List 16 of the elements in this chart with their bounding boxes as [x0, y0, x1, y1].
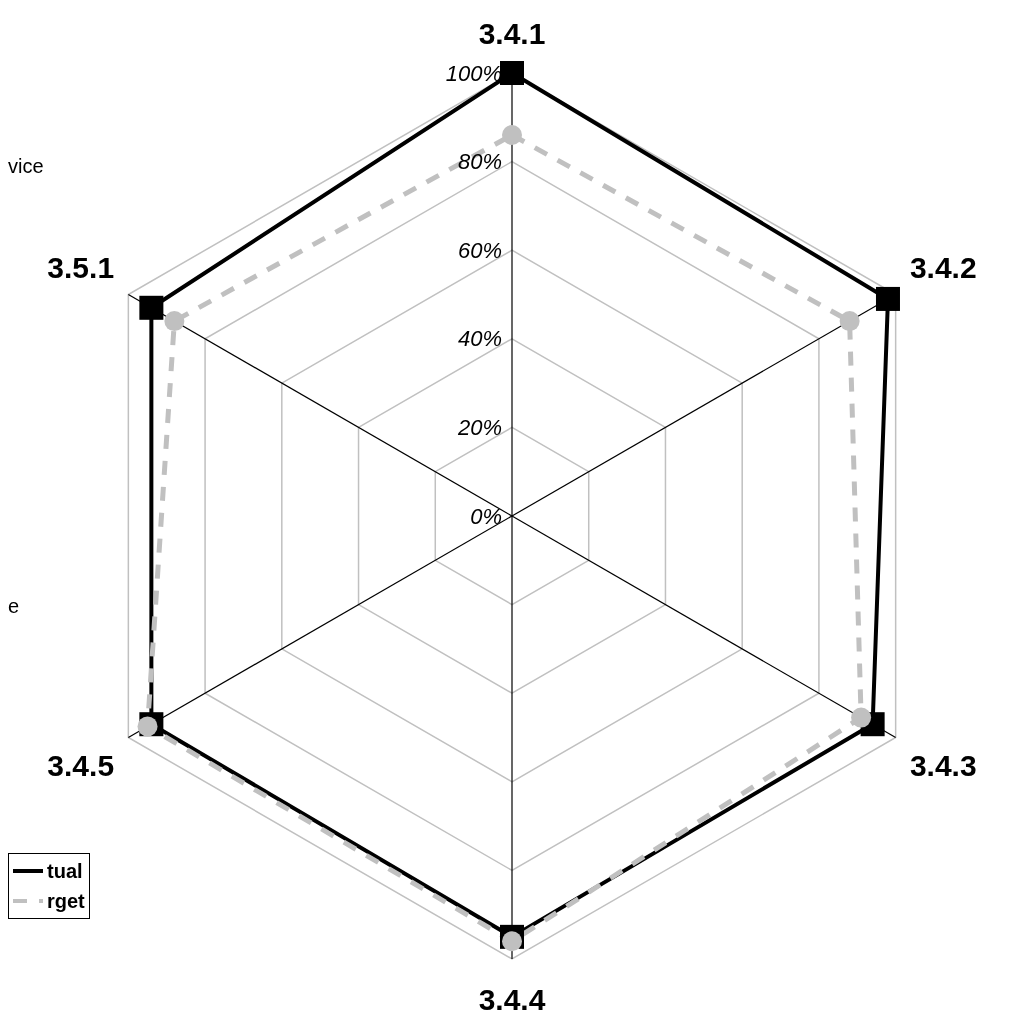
legend-label: rget [46, 888, 85, 914]
y-tick-label: 20% [456, 414, 502, 440]
y-tick-label: 60% [457, 237, 502, 263]
spoke-label: 3.4.4 [478, 982, 546, 1016]
text: e [8, 595, 20, 617]
spoke-label: 3.4.2 [909, 250, 977, 284]
spoke-label: 3.4.1 [478, 16, 546, 50]
y-tick-label: 100% [445, 60, 502, 86]
spoke-label: 3.4.5 [47, 748, 115, 782]
spoke-label: 3.5.1 [47, 250, 115, 284]
y-tick-label: 40% [457, 326, 502, 352]
legend-label: tual [46, 858, 84, 884]
y-tick-label: 80% [457, 149, 502, 175]
spoke-label: 3.4.3 [909, 748, 977, 782]
text: vice [8, 155, 44, 177]
y-tick-label: 0% [470, 503, 502, 529]
